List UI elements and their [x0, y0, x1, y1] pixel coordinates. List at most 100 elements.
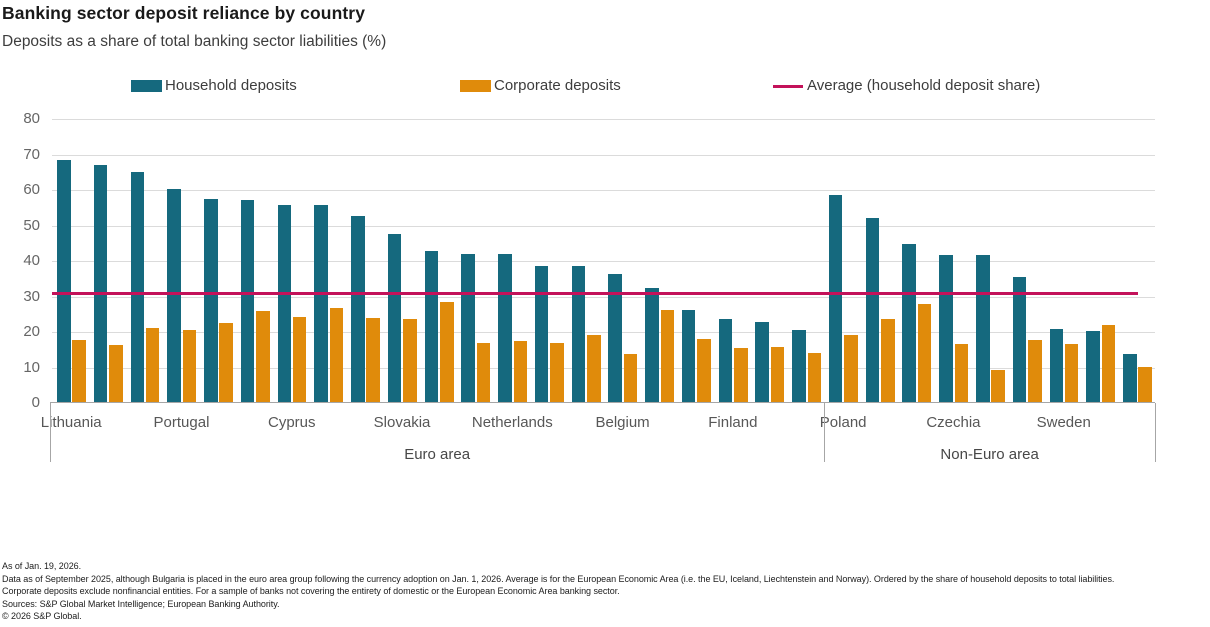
bar-household — [1049, 328, 1064, 403]
bar-household — [240, 200, 255, 403]
bar-household — [93, 165, 108, 403]
footnote-data-note: Data as of September 2025, although Bulg… — [2, 573, 1115, 584]
bar-household — [461, 254, 475, 403]
gridline-70 — [52, 154, 1155, 156]
legend-line-average — [773, 84, 803, 88]
bar-corporate — [256, 311, 270, 403]
y-tick-label-30: 30 — [23, 287, 40, 305]
legend-swatch-corporate — [460, 80, 491, 92]
bar-corporate — [72, 339, 86, 403]
bar-household — [57, 159, 71, 403]
group-bracket-line-1 — [824, 403, 826, 462]
gridline-80 — [52, 119, 1155, 120]
bar-corporate — [954, 343, 969, 403]
bar-corporate — [550, 342, 564, 403]
bar-household — [645, 287, 659, 403]
bar-corporate — [770, 346, 785, 403]
bar-corporate — [917, 303, 932, 403]
x-tick-label-czechia: Czechia — [926, 414, 981, 431]
bar-household — [534, 265, 549, 403]
bar-corporate — [403, 318, 417, 403]
plot-area — [50, 119, 1155, 403]
bar-corporate — [807, 352, 822, 403]
bar-household — [1086, 330, 1100, 403]
legend-label-average: Average (household deposit share) — [807, 77, 1041, 94]
bar-corporate — [697, 339, 711, 403]
gridline-20 — [52, 332, 1155, 333]
footnote-copyright: © 2026 S&P Global. — [2, 611, 82, 622]
bar-household — [608, 274, 622, 403]
gridline-50 — [52, 225, 1155, 227]
group-label-non-euro: Non-Euro area — [940, 446, 1039, 463]
x-tick-label-portugal: Portugal — [153, 414, 210, 431]
bar-corporate — [440, 302, 454, 403]
bar-household — [424, 251, 439, 403]
bar-household — [1123, 353, 1137, 403]
gridline-30 — [52, 296, 1155, 298]
x-tick-label-slovakia: Slovakia — [373, 414, 431, 431]
y-tick-label-10: 10 — [23, 358, 40, 376]
bar-corporate — [1138, 366, 1152, 403]
footnote-sources: Sources: S&P Global Market Intelligence;… — [2, 598, 280, 609]
group-bracket-line-0 — [50, 403, 51, 462]
bar-corporate — [109, 344, 123, 403]
bar-household — [1012, 277, 1027, 403]
bar-household — [277, 204, 292, 403]
group-label-euro: Euro area — [404, 446, 471, 463]
x-tick-label-belgium: Belgium — [595, 414, 650, 431]
bar-household — [976, 254, 990, 403]
x-tick-label-finland: Finland — [708, 414, 758, 431]
gridline-10 — [52, 367, 1155, 369]
bar-household — [204, 198, 218, 403]
bar-household — [571, 265, 586, 403]
bar-corporate — [1064, 344, 1079, 403]
bar-household — [718, 319, 733, 403]
bar-corporate — [366, 318, 380, 403]
bar-household — [351, 215, 365, 403]
group-bracket-line-2 — [1155, 403, 1156, 462]
bar-corporate — [734, 347, 748, 403]
y-tick-label-40: 40 — [23, 252, 40, 269]
bar-corporate — [991, 370, 1005, 403]
bar-corporate — [881, 318, 895, 403]
bar-corporate — [660, 310, 675, 403]
footnote-scope-note: Corporate deposits exclude nonfinancial … — [2, 586, 620, 597]
bar-household — [387, 233, 402, 403]
legend-label-corporate: Corporate deposits — [494, 77, 621, 94]
x-tick-label-poland: Poland — [819, 414, 867, 431]
bar-household — [828, 195, 843, 403]
bar-household — [498, 254, 512, 403]
bar-household — [314, 205, 328, 403]
bar-corporate — [587, 334, 601, 403]
bar-corporate — [145, 327, 160, 403]
bar-corporate — [623, 353, 638, 403]
bar-household — [130, 172, 145, 403]
x-tick-label-sweden: Sweden — [1036, 414, 1091, 431]
bar-corporate — [182, 329, 197, 403]
legend-swatch-household — [131, 80, 162, 92]
bar-corporate — [844, 334, 858, 403]
x-tick-label-lithuania: Lithuania — [40, 414, 102, 431]
average-line — [52, 291, 1138, 295]
bar-household — [939, 254, 953, 403]
x-tick-label-cyprus: Cyprus — [267, 414, 316, 431]
bar-household — [681, 309, 696, 403]
gridline-60 — [52, 190, 1155, 191]
y-tick-label-70: 70 — [23, 145, 40, 163]
footnotes: As of Jan. 19, 2026. Data as of Septembe… — [2, 560, 1114, 623]
y-tick-label-0: 0 — [31, 394, 40, 411]
y-tick-label-80: 80 — [23, 110, 40, 127]
y-tick-label-60: 60 — [23, 181, 40, 198]
chart-subtitle: Deposits as a share of total banking sec… — [2, 33, 387, 50]
x-axis-line — [50, 402, 1155, 403]
x-tick-label-netherlands: Netherlands — [471, 414, 553, 431]
y-tick-label-50: 50 — [23, 216, 40, 234]
gridline-40 — [52, 261, 1155, 262]
y-tick-label-20: 20 — [23, 323, 40, 340]
bar-household — [755, 322, 769, 403]
chart-title: Banking sector deposit reliance by count… — [2, 3, 366, 23]
bar-household — [902, 243, 916, 403]
bar-corporate — [513, 340, 528, 403]
bar-household — [167, 188, 181, 403]
